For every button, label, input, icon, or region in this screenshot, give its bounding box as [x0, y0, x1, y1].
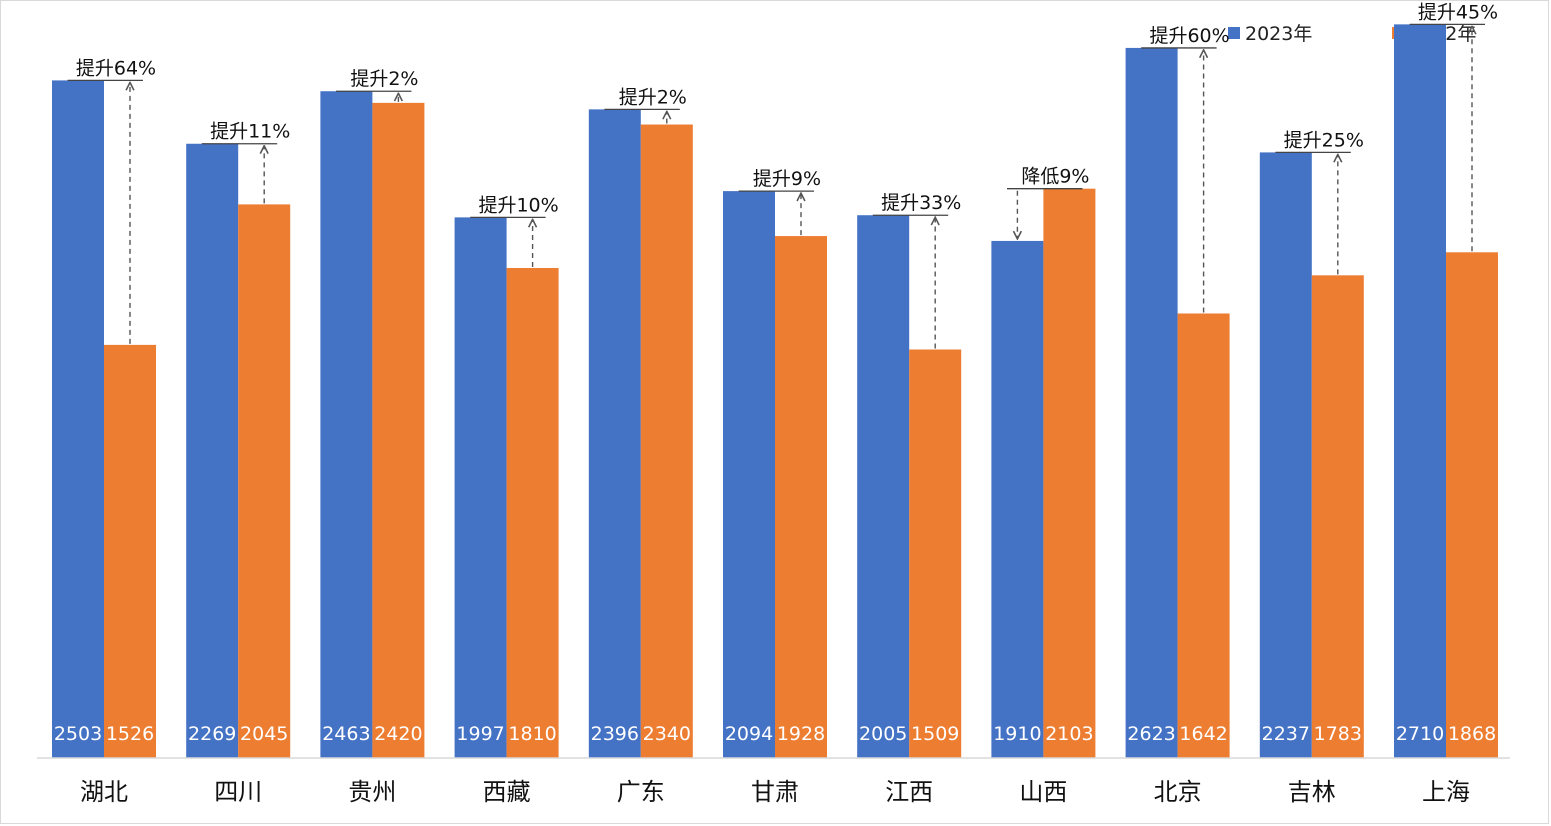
bar-2022-2 [372, 102, 425, 758]
value-label-2023-8: 2623 [1127, 723, 1175, 745]
value-label-2023-3: 1997 [456, 723, 504, 745]
value-label-2022-5: 1928 [777, 723, 825, 745]
bar-2022-3 [506, 268, 559, 758]
annotation-label-7: 降低9% [1021, 166, 1089, 188]
bar-2022-4 [640, 124, 693, 759]
bar-2022-0 [104, 344, 156, 758]
bar-2022-10 [1446, 252, 1498, 758]
bar-2023-1 [186, 143, 239, 759]
value-label-2023-5: 2094 [725, 723, 773, 745]
legend-swatch-0 [1228, 27, 1240, 39]
annotation-label-1: 提升11% [210, 121, 290, 143]
bar-2022-9 [1311, 275, 1364, 758]
bar-2023-0 [52, 80, 104, 758]
annotation-label-8: 提升60% [1149, 25, 1229, 47]
bar-2023-6 [857, 215, 910, 759]
value-label-2023-10: 2710 [1396, 723, 1444, 745]
bar-2022-6 [909, 349, 962, 758]
category-label-6: 江西 [885, 778, 933, 806]
value-label-2023-6: 2005 [859, 723, 907, 745]
change-annotations: 提升64% 提升11% 提升2% 提升10% 提升2% 提升9% 提升33% 降低9% 提升60… [67, 1, 1498, 349]
value-label-2022-1: 2045 [240, 723, 288, 745]
category-label-2: 贵州 [348, 778, 396, 806]
category-label-7: 山西 [1019, 778, 1067, 806]
category-labels: 湖北 四川 贵州 西藏 广东 甘肃 江西 山西 北京 吉林 上海 [80, 778, 1470, 806]
value-label-2022-10: 1868 [1448, 723, 1496, 745]
category-label-1: 四川 [214, 778, 262, 806]
value-label-2023-2: 2463 [322, 723, 370, 745]
value-label-2023-0: 2503 [54, 723, 102, 745]
category-label-3: 西藏 [483, 778, 531, 806]
value-label-2023-4: 2396 [591, 723, 639, 745]
bar-2023-4 [588, 109, 641, 758]
value-label-2022-6: 1509 [911, 723, 959, 745]
bar-2023-3 [454, 217, 507, 759]
category-label-0: 湖北 [80, 778, 128, 806]
annotation-label-0: 提升64% [76, 57, 156, 79]
value-label-2022-4: 2340 [643, 723, 691, 745]
category-label-4: 广东 [617, 778, 665, 806]
bar-2022-7 [1043, 188, 1096, 758]
value-label-2023-1: 2269 [188, 723, 236, 745]
bar-2022-1 [238, 204, 291, 758]
annotation-label-2: 提升2% [350, 68, 418, 90]
legend-label-0: 2023年 [1245, 23, 1312, 45]
category-label-10: 上海 [1422, 778, 1470, 806]
annotation-label-10: 提升45% [1418, 1, 1498, 23]
bar-2023-8 [1125, 47, 1178, 758]
value-label-2022-9: 1783 [1314, 723, 1362, 745]
value-label-2022-3: 1810 [508, 723, 556, 745]
category-label-5: 甘肃 [751, 778, 799, 806]
bar-2023-7 [991, 240, 1044, 758]
bar-2023-5 [723, 191, 775, 759]
bar-2022-8 [1177, 313, 1230, 758]
value-label-2022-0: 1526 [106, 723, 154, 745]
bars: 2503 1526 2269 2045 2463 2420 1997 1810 2396 2340… [52, 24, 1498, 759]
bar-2023-2 [320, 91, 373, 758]
value-label-2022-2: 2420 [374, 723, 422, 745]
value-label-2023-7: 1910 [993, 723, 1041, 745]
value-label-2022-8: 1642 [1179, 723, 1227, 745]
annotation-label-6: 提升33% [881, 192, 961, 214]
category-label-8: 北京 [1154, 778, 1202, 806]
annotation-label-4: 提升2% [619, 86, 687, 108]
annotation-label-5: 提升9% [753, 168, 821, 190]
bar-2023-9 [1259, 152, 1312, 759]
value-label-2023-9: 2237 [1262, 723, 1310, 745]
category-label-9: 吉林 [1288, 778, 1336, 806]
annotation-label-9: 提升25% [1284, 129, 1364, 151]
bar-2023-10 [1394, 24, 1446, 759]
annotation-label-3: 提升10% [478, 194, 558, 216]
bar-2022-5 [775, 236, 827, 758]
value-label-2022-7: 2103 [1045, 723, 1093, 745]
